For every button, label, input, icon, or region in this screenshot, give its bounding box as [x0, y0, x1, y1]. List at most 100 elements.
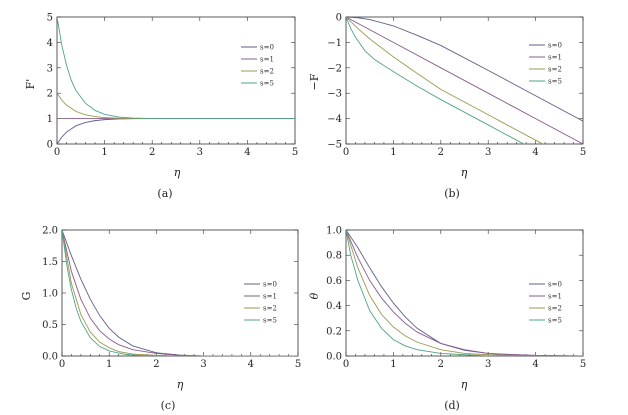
- chart-a-legend-label: s=5: [260, 80, 274, 88]
- chart-a-ytick-label: 3: [47, 63, 53, 74]
- chart-a-ytick-label: 1: [47, 114, 53, 125]
- chart-d-ytick-label: 0.8: [326, 251, 342, 262]
- chart-d-series-line: [346, 230, 583, 356]
- chart-d-ytick-label: 0.4: [326, 301, 342, 312]
- chart-d-ylabel: θ: [308, 292, 321, 299]
- chart-c-xtick-label: 0: [59, 359, 65, 370]
- chart-c-legend-label: s=5: [263, 317, 277, 325]
- chart-c-legend-label: s=1: [263, 293, 277, 301]
- chart-b-xtick-label: 1: [390, 147, 396, 158]
- chart-a-xtick-label: 1: [101, 147, 107, 158]
- chart-b-legend-label: s=0: [548, 42, 562, 50]
- chart-b-xtick-label: 0: [343, 147, 349, 158]
- chart-d-legend-label: s=1: [548, 293, 562, 301]
- chart-c-ytick-label: 0.5: [42, 320, 58, 331]
- chart-c-series-group: [62, 230, 298, 356]
- chart-b-ytick-label: −5: [327, 140, 342, 151]
- chart-c-ylabel: G: [20, 292, 33, 301]
- chart-d-xtick-label: 2: [438, 359, 444, 370]
- chart-a-xtick-label: 5: [292, 147, 298, 158]
- chart-a-legend-label: s=2: [260, 68, 274, 76]
- chart-b-ytick-label: 0: [336, 13, 342, 24]
- chart-a-ytick-label: 4: [47, 38, 53, 49]
- chart-b-xtick-label: 5: [580, 147, 586, 158]
- chart-a-ylabel: F': [24, 79, 37, 90]
- chart-d-legend-label: s=2: [548, 305, 562, 313]
- chart-d-caption: (d): [444, 399, 460, 412]
- chart-d-ytick-label: 0.0: [326, 352, 342, 363]
- chart-a-xtick-label: 0: [54, 147, 60, 158]
- chart-d-xtick-label: 3: [485, 359, 491, 370]
- chart-d-frame: [345, 229, 584, 357]
- chart-a-legend-label: s=0: [260, 44, 274, 52]
- chart-c-legend-label: s=0: [263, 281, 277, 289]
- chart-b-series-line: [346, 17, 525, 144]
- chart-b-ytick-label: −1: [327, 38, 342, 49]
- chart-a-legend-label: s=1: [260, 56, 274, 64]
- chart-c-series-line: [62, 230, 298, 356]
- chart-c-xtick-label: 5: [295, 359, 301, 370]
- chart-d-xtick-label: 5: [580, 359, 586, 370]
- chart-c-series-line: [62, 230, 298, 356]
- chart-a-xtick-label: 4: [244, 147, 250, 158]
- chart-d-xtick-label: 4: [532, 359, 538, 370]
- chart-a: F' η (a) 0 1 2 3 4 5 0 1 2 3 4 5 s=0 s=1 s=2 s=5: [24, 13, 298, 201]
- chart-b-ytick-label: −3: [327, 89, 342, 100]
- chart-a-series-line: [57, 92, 295, 120]
- chart-b-caption: (b): [444, 187, 460, 200]
- chart-b-legend-label: s=5: [548, 78, 562, 86]
- chart-b-series-line: [346, 17, 583, 122]
- chart-b-frame: [345, 16, 584, 145]
- chart-b-ytick-label: −4: [327, 114, 342, 125]
- chart-c-xtick-label: 1: [106, 359, 112, 370]
- chart-c: G η (c) 0 1 2 3 4 5 0.0 0.5 1.0 1.5 2.0 s=0 s=1 s=2 s=…: [20, 226, 301, 413]
- chart-d-ytick-label: 1.0: [326, 226, 342, 237]
- chart-a-xtick-label: 2: [149, 147, 155, 158]
- chart-c-legend-label: s=2: [263, 305, 277, 313]
- chart-b-ylabel: −F: [308, 73, 321, 90]
- chart-d-ytick-label: 0.2: [326, 326, 342, 337]
- chart-b-xtick-label: 3: [485, 147, 491, 158]
- chart-d-series-group: [346, 230, 583, 356]
- chart-a-ytick-label: 5: [47, 13, 53, 24]
- chart-c-series-line: [62, 230, 298, 356]
- chart-b-series-line: [346, 17, 583, 144]
- chart-d-legend-label: s=5: [548, 317, 562, 325]
- chart-b-xtick-label: 4: [532, 147, 538, 158]
- chart-c-ytick-label: 0.0: [42, 352, 58, 363]
- chart-a-ytick-label: 2: [47, 89, 53, 100]
- chart-b-xlabel: η: [461, 166, 468, 179]
- chart-c-xtick-label: 2: [153, 359, 159, 370]
- chart-b-legend-label: s=2: [548, 66, 562, 74]
- chart-a-frame: [56, 16, 296, 145]
- chart-a-series-line: [57, 17, 295, 120]
- chart-d-xtick-label: 1: [390, 359, 396, 370]
- chart-a-xlabel: η: [174, 166, 181, 179]
- chart-b-ytick-label: −2: [327, 63, 342, 74]
- chart-c-ytick-label: 1.0: [42, 289, 58, 300]
- chart-d-xtick-label: 0: [343, 359, 349, 370]
- chart-d-legend-label: s=0: [548, 281, 562, 289]
- chart-a-ytick-label: 0: [47, 140, 53, 151]
- chart-d-ytick-label: 0.6: [326, 276, 342, 287]
- chart-b-legend-label: s=1: [548, 54, 562, 62]
- chart-c-series-line: [62, 230, 298, 356]
- chart-c-ytick-label: 1.5: [42, 257, 58, 268]
- chart-d-series-line: [346, 230, 583, 356]
- chart-a-xtick-label: 3: [197, 147, 203, 158]
- chart-d: θ η (d) 0 1 2 3 4 5 0.0 0.2 0.4 0.6 0.8 1.0 s=0 s=1 s=…: [308, 226, 586, 413]
- chart-c-xlabel: η: [177, 378, 184, 391]
- chart-b: −F η (b) 0 1 2 3 4 5 0 −1 −2 −3 −4 −5 s=0 s=1 s=2 s=5: [308, 13, 586, 201]
- chart-b-series-group: [346, 17, 583, 144]
- chart-c-ytick-label: 2.0: [42, 226, 58, 237]
- chart-a-series-group: [57, 17, 295, 144]
- chart-a-caption: (a): [157, 187, 172, 200]
- chart-d-xlabel: η: [461, 378, 468, 391]
- chart-a-series-line: [57, 118, 295, 144]
- chart-c-xtick-label: 3: [200, 359, 206, 370]
- chart-c-xtick-label: 4: [248, 359, 254, 370]
- chart-c-caption: (c): [161, 399, 176, 412]
- chart-b-xtick-label: 2: [438, 147, 444, 158]
- chart-b-series-line: [346, 17, 544, 144]
